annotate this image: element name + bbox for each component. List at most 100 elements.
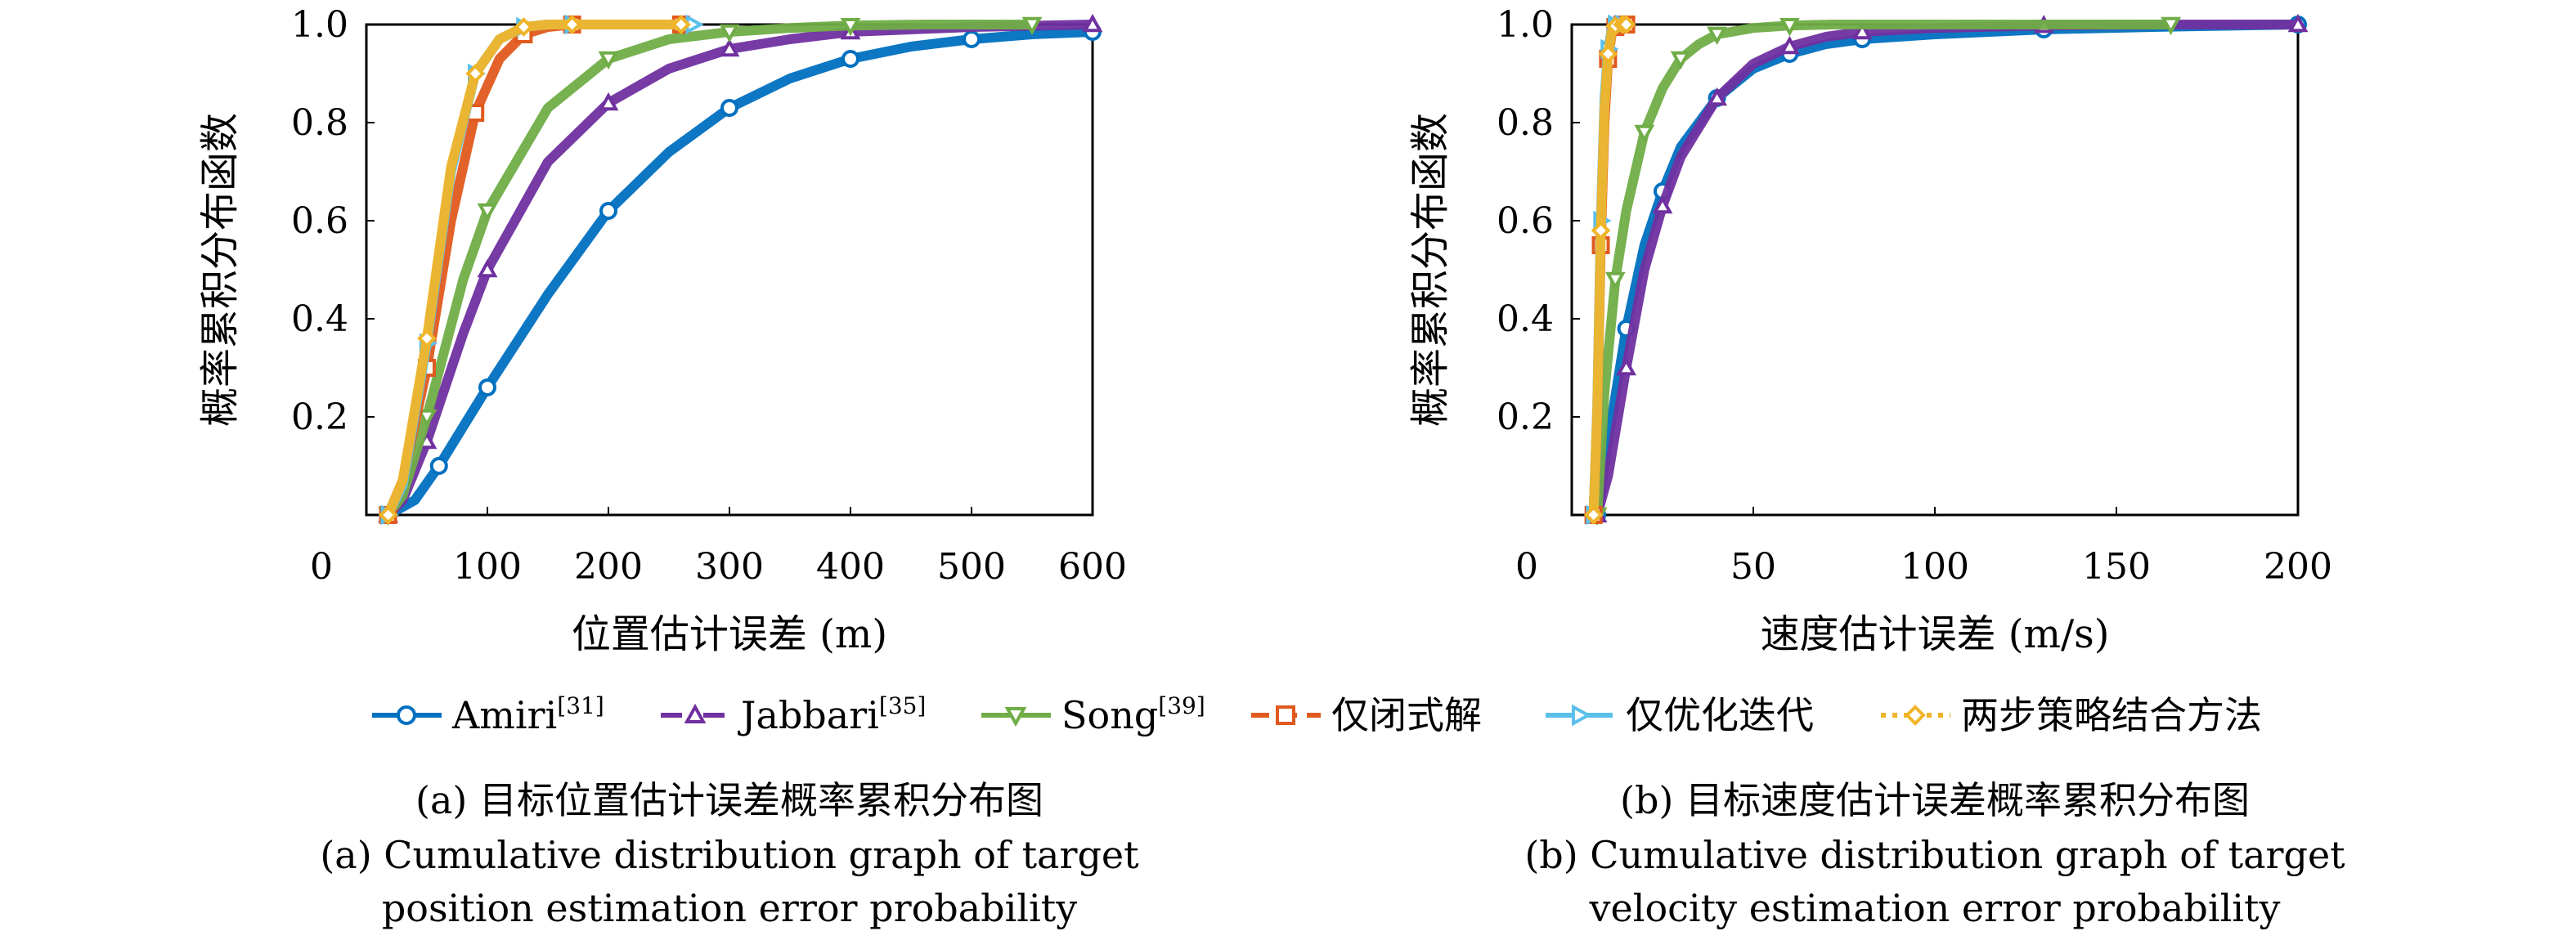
data-point-marker	[1583, 505, 1604, 525]
data-point-marker	[599, 202, 617, 220]
data-point-marker	[1616, 15, 1636, 34]
series-line	[383, 20, 686, 520]
series-line	[1592, 20, 2176, 520]
y-tick-label: 0.6	[291, 200, 348, 242]
legend-marker	[684, 703, 707, 723]
y-tick-label: 1.0	[291, 4, 348, 46]
x-tick-label: 100	[453, 546, 522, 588]
data-point-marker	[963, 30, 981, 48]
data-point-marker	[1634, 124, 1655, 144]
y-tick-label: 0.2	[1497, 396, 1554, 438]
legend-marker	[1905, 705, 1926, 726]
data-point-marker	[1591, 221, 1611, 240]
caption-a-cn: (a) 目标位置估计误差概率累积分布图	[415, 778, 1043, 822]
data-point-marker	[378, 505, 398, 525]
series-两步策略结合方法	[378, 15, 691, 525]
legend-label: 两步策略结合方法	[1961, 693, 2262, 737]
data-point-marker	[1082, 13, 1103, 33]
data-point-marker	[1616, 356, 1636, 376]
data-point-marker	[477, 258, 498, 278]
y-tick-label: 0.4	[291, 298, 348, 340]
legend-label: 仅闭式解	[1331, 693, 1482, 737]
data-point-marker	[2287, 13, 2309, 33]
chart-a-series	[378, 13, 1103, 526]
data-point-marker	[841, 50, 859, 68]
data-point-marker	[719, 24, 740, 43]
x-tick-label: 150	[2082, 546, 2151, 588]
data-point-marker	[720, 99, 738, 117]
chart-a-plot-area	[365, 23, 1094, 517]
legend-marker	[1276, 705, 1295, 725]
y-tick-label: 0.8	[291, 102, 348, 144]
data-point-marker	[478, 378, 496, 396]
x-tick-label: 300	[695, 546, 764, 588]
x-tick-label: 600	[1058, 546, 1127, 588]
legend-marker	[397, 705, 416, 725]
data-point-marker	[416, 409, 438, 428]
data-point-marker	[1021, 16, 1043, 36]
data-point-marker	[1598, 44, 1618, 64]
data-point-marker	[477, 203, 498, 222]
x-tick-label: 400	[816, 546, 885, 588]
data-point-marker	[562, 15, 582, 34]
data-point-marker	[1652, 195, 1673, 214]
data-point-marker	[671, 15, 691, 34]
series-Amiri	[1588, 16, 2307, 524]
series-Song	[1586, 16, 2181, 526]
data-point-marker	[1670, 51, 1691, 70]
caption-b-en-2: velocity estimation error probability	[1589, 886, 2281, 930]
data-point-marker	[1779, 35, 1800, 55]
caption-a-en-1: (a) Cumulative distribution graph of tar…	[320, 833, 1139, 877]
caption-a-en-2: position estimation error probability	[382, 886, 1077, 930]
x-tick-label: 0	[1515, 546, 1538, 588]
data-point-marker	[465, 64, 486, 83]
data-point-marker	[1604, 271, 1626, 291]
chart-a: 0.2 0.4 0.6 0.8 1.0 0 100 200 300 400 500 600 位置估计误…	[197, 4, 1127, 657]
data-point-marker	[1707, 26, 1727, 46]
y-tick-label: 1.0	[1497, 4, 1554, 46]
data-point-marker	[598, 92, 619, 111]
x-tick-label: 200	[574, 546, 643, 588]
series-两步策略结合方法	[1583, 15, 1636, 525]
legend-marker	[1004, 707, 1027, 727]
x-tick-label: 0	[310, 546, 333, 588]
data-point-marker	[598, 51, 619, 70]
x-tick-label: 500	[937, 546, 1006, 588]
chart-a-ticks: 0.2 0.4 0.6 0.8 1.0 0 100 200 300 400 500 600	[291, 4, 1127, 588]
legend-label: Jabbari[35]	[738, 692, 926, 737]
series-line	[1592, 20, 2303, 520]
x-tick-label: 200	[2264, 546, 2332, 588]
legend-item: 两步策略结合方法	[1881, 693, 2262, 737]
chart-b-xlabel: 速度估计误差 (m/s)	[1760, 611, 2109, 657]
chart-b-ticks: 0.2 0.4 0.6 0.8 1.0 0 50 100 150 200	[1497, 4, 2332, 588]
data-point-marker	[1707, 87, 1727, 106]
legend-label: Song[39]	[1061, 692, 1205, 737]
legend-item: 仅优化迭代	[1546, 693, 1814, 737]
data-point-marker	[2161, 16, 2181, 36]
y-tick-label: 0.4	[1497, 298, 1554, 340]
legend-marker	[1572, 704, 1592, 727]
chart-b-plot-area	[1570, 23, 2300, 517]
y-tick-label: 0.8	[1497, 102, 1554, 144]
legend: Amiri[31] Jabbari[35] Song[39] 仅闭式解 仅优化迭代 两步策…	[372, 692, 2262, 737]
chart-b-ylabel: 概率累积分布函数	[1407, 113, 1453, 427]
data-point-marker	[719, 38, 740, 57]
data-point-marker	[1851, 20, 1873, 40]
legend-item: 仅闭式解	[1251, 693, 1482, 737]
chart-a-ylabel: 概率累积分布函数	[197, 113, 243, 427]
x-tick-label: 50	[1730, 546, 1776, 588]
series-Jabbari	[1586, 13, 2309, 523]
legend-item: Amiri[31]	[372, 692, 604, 737]
chart-b: 0.2 0.4 0.6 0.8 1.0 0 50 100 150 200 速度估计误差 (m/s)…	[1407, 4, 2332, 657]
data-point-marker	[429, 457, 448, 475]
x-tick-label: 100	[1901, 546, 1969, 588]
y-tick-label: 0.2	[291, 396, 348, 438]
chart-b-series	[1583, 13, 2309, 526]
series-line	[383, 27, 1097, 520]
data-point-marker	[417, 329, 437, 348]
legend-label: 仅优化迭代	[1626, 693, 1814, 737]
caption-b-en-1: (b) Cumulative distribution graph of tar…	[1524, 833, 2345, 877]
data-point-marker	[1779, 18, 1800, 37]
caption-b-cn: (b) 目标速度估计误差概率累积分布图	[1620, 778, 2250, 822]
